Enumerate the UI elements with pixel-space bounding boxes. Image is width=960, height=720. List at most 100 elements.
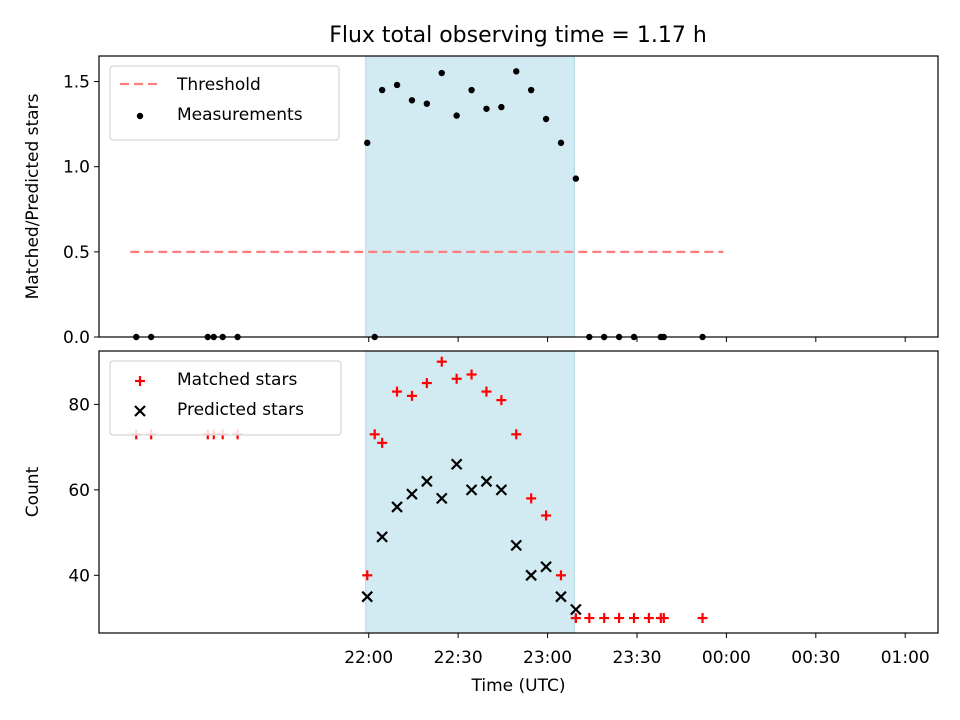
measurement-point [438,69,445,77]
matched-point [369,429,380,440]
series-measurements [133,68,706,341]
top-ytick-label: 1.0 [63,158,90,178]
matched-point [362,570,373,581]
predicted-point-b [510,539,523,552]
xlabel: Time (UTC) [471,676,566,696]
measurement-point [557,139,565,147]
measurement-point [600,333,608,341]
measurement-point [364,139,371,147]
measurement-point [527,86,535,94]
matched-point [496,395,507,406]
measurement-point [423,100,431,107]
predicted-point [495,484,508,496]
predicted-point-b [465,484,478,496]
xtick-label: 01:00 [881,648,930,668]
measurement-point [498,103,505,111]
predicted-point [510,539,523,552]
top-axes-frame [98,55,939,338]
top-ytick-label: 1.5 [63,73,90,93]
predicted-point [376,531,388,543]
xtick-label: 00:30 [791,648,840,668]
predicted-point-b [435,492,448,505]
matched-point [436,356,447,367]
matched-point [584,613,595,624]
legend-measurement-swatch [136,112,144,120]
matched-point [555,570,566,581]
measurement-point [204,333,211,341]
measurement-point [615,333,623,341]
matched-point [406,390,417,401]
predicted-point [480,475,493,488]
xtick-label: 22:00 [344,648,393,668]
bottom-axes-frame [98,350,939,634]
bottom-ytick-label: 80 [68,395,90,415]
predicted-point [570,603,582,616]
predicted-point-b [450,458,463,471]
matched-point [570,613,581,624]
matched-point [614,613,625,624]
predicted-point [391,501,403,513]
predicted-point [406,488,418,500]
measurement-point [371,333,378,341]
matched-point [511,429,522,440]
measurement-point [483,105,490,112]
bottom-ytick-label: 40 [68,566,90,586]
measurement-point [393,81,401,89]
measurement-point [219,333,226,341]
measurement-point [453,112,460,119]
legend-predicted-swatch-b [134,405,146,417]
measurement-point [513,68,520,75]
predicted-point-b [525,569,537,582]
legend-label: Measurements [177,105,303,125]
measurement-point [586,333,593,341]
xtick-label: 00:00 [702,648,751,668]
measurement-point [133,333,140,341]
measurement-point [542,115,550,123]
matched-point [451,373,462,384]
legend-predicted-swatch [134,405,146,417]
predicted-point-b [421,475,433,488]
matched-point [466,369,477,380]
measurement-point [468,86,475,94]
predicted-point-b [376,531,388,543]
predicted-point-b [555,590,567,603]
measurement-point [378,86,386,94]
bottom-legend: Matched stars Predicted stars [109,360,342,436]
top-panel: 0.0 0.5 1.0 1.5 Matched/Predicted stars Thres… [23,55,939,348]
matched-point [628,613,639,624]
legend-matched-swatch [135,376,145,386]
matched-point [643,613,654,624]
matched-point [541,510,552,521]
legend-label: Predicted stars [177,400,304,420]
series-predicted-stars [361,458,582,616]
top-ylabel: Matched/Predicted stars [23,93,43,299]
bottom-ytick-label: 60 [68,481,90,501]
predicted-point [361,590,374,603]
predicted-point-b [361,590,374,603]
chart-title: Flux total observing time = 1.17 h [329,23,707,48]
measurement-point [572,175,580,182]
measurement-point [630,333,638,341]
predicted-point [421,475,433,488]
predicted-point-b [540,560,552,573]
predicted-point [555,590,567,603]
matched-point [421,378,432,389]
bottom-panel: 40 60 80 22:00 22:30 23:00 23:30 00:00 00:30 01:0… [23,350,939,696]
measurement-point [408,97,416,104]
predicted-point [465,484,478,496]
measurement-point [234,333,241,341]
predicted-point [540,560,552,573]
bottom-ylabel: Count [23,466,43,517]
matched-point [481,386,492,397]
legend-label: Matched stars [177,370,297,390]
measurement-point [660,333,667,341]
top-legend-box [109,65,340,141]
matched-point [392,386,403,397]
matched-point [599,613,610,624]
matched-point [697,613,708,624]
measurement-point [147,333,155,341]
predicted-point [435,492,448,505]
xtick-label: 22:30 [434,648,483,668]
